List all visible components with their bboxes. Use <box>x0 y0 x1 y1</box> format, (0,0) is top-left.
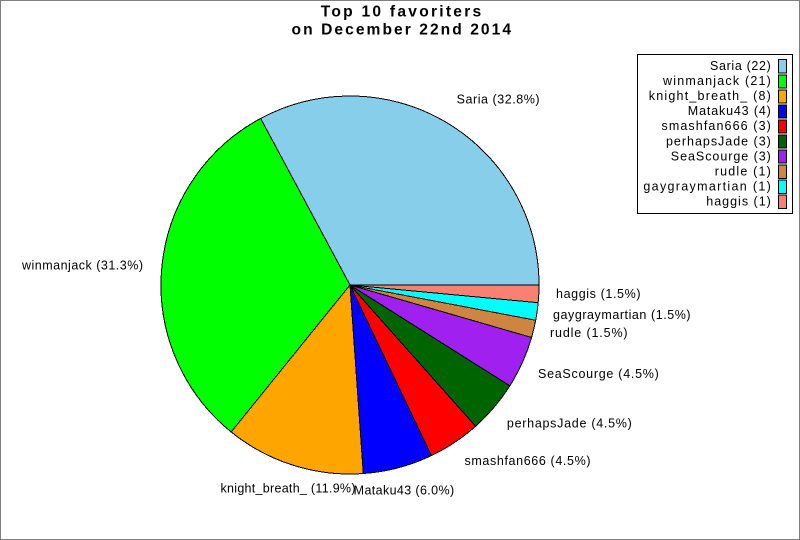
svg-text:haggis (1): haggis (1) <box>706 194 771 208</box>
svg-text:SeaScourge (3): SeaScourge (3) <box>671 149 771 163</box>
svg-text:SeaScourge (4.5%): SeaScourge (4.5%) <box>538 367 659 381</box>
svg-text:on December 22nd 2014: on December 22nd 2014 <box>292 21 512 38</box>
svg-text:winmanjack (31.3%): winmanjack (31.3%) <box>21 258 143 272</box>
svg-text:smashfan666 (3): smashfan666 (3) <box>662 119 771 133</box>
svg-text:smashfan666 (4.5%): smashfan666 (4.5%) <box>465 454 591 468</box>
svg-text:knight_breath_ (11.9%): knight_breath_ (11.9%) <box>221 482 356 496</box>
svg-text:haggis (1.5%): haggis (1.5%) <box>556 287 641 301</box>
svg-text:winmanjack (21): winmanjack (21) <box>662 74 771 88</box>
svg-text:Saria (32.8%): Saria (32.8%) <box>457 93 540 107</box>
svg-text:knight_breath_ (8): knight_breath_ (8) <box>649 89 771 103</box>
svg-text:Saria (22): Saria (22) <box>710 59 771 73</box>
svg-text:gaygraymartian (1): gaygraymartian (1) <box>643 179 770 193</box>
svg-text:perhapsJade (3): perhapsJade (3) <box>666 134 771 148</box>
svg-text:rudle (1): rudle (1) <box>715 164 771 178</box>
svg-text:Mataku43 (6.0%): Mataku43 (6.0%) <box>354 483 455 497</box>
svg-text:rudle (1.5%): rudle (1.5%) <box>550 326 628 340</box>
svg-text:Mataku43 (4): Mataku43 (4) <box>688 104 771 118</box>
svg-text:Top 10 favoriters: Top 10 favoriters <box>321 4 482 21</box>
svg-text:gaygraymartian (1.5%): gaygraymartian (1.5%) <box>553 308 691 322</box>
svg-text:perhapsJade (4.5%): perhapsJade (4.5%) <box>507 417 632 431</box>
